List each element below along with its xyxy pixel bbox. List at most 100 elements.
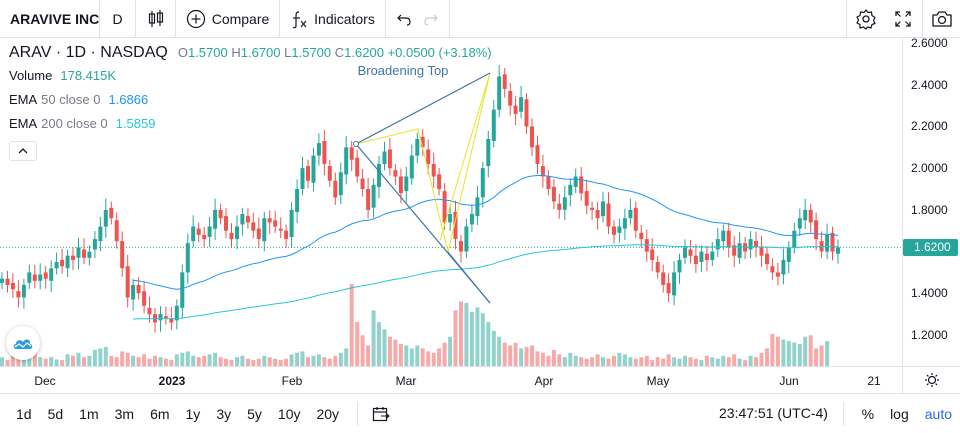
- candle: [748, 231, 753, 259]
- symbol-search[interactable]: ARAVIVE INC: [0, 0, 100, 38]
- candle-body: [704, 253, 709, 260]
- volume-bar: [606, 358, 611, 366]
- price-tick: 1.2000: [911, 328, 948, 342]
- candle: [360, 169, 365, 197]
- candle: [453, 200, 458, 250]
- volume-bar: [508, 345, 513, 366]
- price-axis[interactable]: 2.60002.40002.20002.00001.80001.60001.40…: [902, 36, 960, 366]
- candle-body: [601, 201, 605, 217]
- candle-body: [16, 291, 21, 298]
- clock[interactable]: 23:47:51 (UTC-4): [719, 405, 828, 421]
- range-button-6m[interactable]: 6m: [150, 405, 170, 422]
- study-name: Volume: [9, 68, 53, 83]
- volume-bar: [551, 349, 556, 366]
- candle: [284, 224, 289, 248]
- volume-bar: [426, 351, 431, 366]
- candle-body: [60, 259, 65, 267]
- volume-bar: [158, 357, 163, 366]
- candle: [114, 212, 119, 249]
- volume-bar: [295, 352, 300, 366]
- tradingview-logo[interactable]: [6, 326, 40, 360]
- compare-button[interactable]: Compare: [176, 0, 280, 38]
- candle-body: [442, 191, 447, 223]
- broadening-top-pattern[interactable]: Broadening Top: [353, 63, 491, 304]
- candle-body: [229, 232, 234, 240]
- candle-body: [655, 262, 660, 273]
- candle-body: [715, 239, 720, 250]
- candle: [251, 212, 256, 239]
- toolbar-right: [846, 0, 960, 38]
- study-legend-ema200[interactable]: EMA 200 close 0 1.5859: [9, 116, 492, 140]
- candle-body: [568, 184, 573, 196]
- pattern-upper-line: [355, 72, 491, 145]
- snapshot-button[interactable]: [922, 0, 960, 38]
- settings-button[interactable]: [846, 0, 884, 38]
- range-button-5d[interactable]: 5d: [47, 405, 64, 422]
- volume-bar: [349, 284, 354, 366]
- candle: [327, 159, 332, 187]
- axis-settings-button[interactable]: [902, 366, 960, 394]
- range-button-1y[interactable]: 1y: [185, 405, 201, 422]
- range-button-1m[interactable]: 1m: [79, 405, 99, 422]
- undo-icon[interactable]: [396, 11, 412, 27]
- candle: [535, 135, 540, 174]
- fullscreen-button[interactable]: [884, 0, 922, 38]
- candle-body: [71, 255, 75, 260]
- candle-body: [732, 245, 737, 256]
- time-axis[interactable]: Dec 2023 Feb Mar Apr May Jun 21: [0, 366, 902, 394]
- volume-bar: [382, 329, 387, 366]
- auto-scale-button[interactable]: auto: [924, 405, 952, 422]
- volume-bar: [535, 351, 540, 366]
- volume-bar: [311, 355, 316, 366]
- study-legend-ema50[interactable]: EMA 50 close 0 1.6866: [9, 92, 492, 116]
- interval-button[interactable]: D: [100, 0, 136, 38]
- volume-bar: [617, 352, 622, 366]
- main-series-legend[interactable]: ARAV · 1D · NASDAQ O1.5700 H1.6700 L1.57…: [9, 44, 492, 68]
- legend-collapse-button[interactable]: [9, 141, 37, 161]
- candle-body: [316, 143, 321, 156]
- range-button-20y[interactable]: 20y: [316, 405, 340, 422]
- volume-bar: [420, 348, 425, 366]
- high-value: 1.6700: [240, 45, 281, 60]
- candle: [672, 261, 677, 306]
- indicators-button[interactable]: Indicators: [280, 0, 386, 38]
- volume-bar: [584, 358, 589, 366]
- candle-body: [92, 239, 97, 250]
- volume-bar: [573, 355, 578, 366]
- volume-bar: [726, 357, 731, 366]
- range-button-3y[interactable]: 3y: [216, 405, 232, 422]
- go-to-date-button[interactable]: [357, 401, 390, 426]
- redo-icon[interactable]: [423, 11, 439, 27]
- candle-body: [54, 262, 59, 269]
- pattern-handle[interactable]: [353, 141, 359, 147]
- candle: [568, 178, 573, 207]
- volume-bar: [360, 335, 365, 366]
- candle: [218, 203, 223, 225]
- range-button-1d[interactable]: 1d: [16, 405, 32, 422]
- volume-bar: [371, 310, 376, 366]
- log-scale-button[interactable]: log: [890, 405, 909, 422]
- chevron-up-icon: [18, 148, 28, 154]
- range-button-5y[interactable]: 5y: [247, 405, 262, 422]
- study-value: 1.6866: [108, 92, 149, 107]
- fullscreen-icon: [895, 11, 911, 27]
- volume-bar: [60, 360, 65, 366]
- range-button-3m[interactable]: 3m: [114, 405, 135, 422]
- study-legend-volume[interactable]: Volume 178.415K: [9, 68, 492, 92]
- candle-body: [103, 209, 108, 227]
- percent-scale-button[interactable]: %: [861, 405, 875, 422]
- volume-bar: [202, 355, 207, 366]
- candle: [551, 179, 556, 209]
- volume-bar: [109, 355, 114, 366]
- price-chart[interactable]: Broadening Top: [0, 38, 902, 366]
- candle-body: [551, 186, 556, 202]
- range-button-10y[interactable]: 10y: [277, 405, 301, 422]
- close-label: C: [334, 45, 345, 60]
- volume-bar: [748, 355, 753, 366]
- candle: [393, 164, 398, 186]
- candle-body: [404, 176, 409, 192]
- candle-body: [360, 178, 365, 189]
- volume-bar: [797, 344, 802, 366]
- chart-type-button[interactable]: [136, 0, 176, 38]
- candle: [710, 242, 715, 267]
